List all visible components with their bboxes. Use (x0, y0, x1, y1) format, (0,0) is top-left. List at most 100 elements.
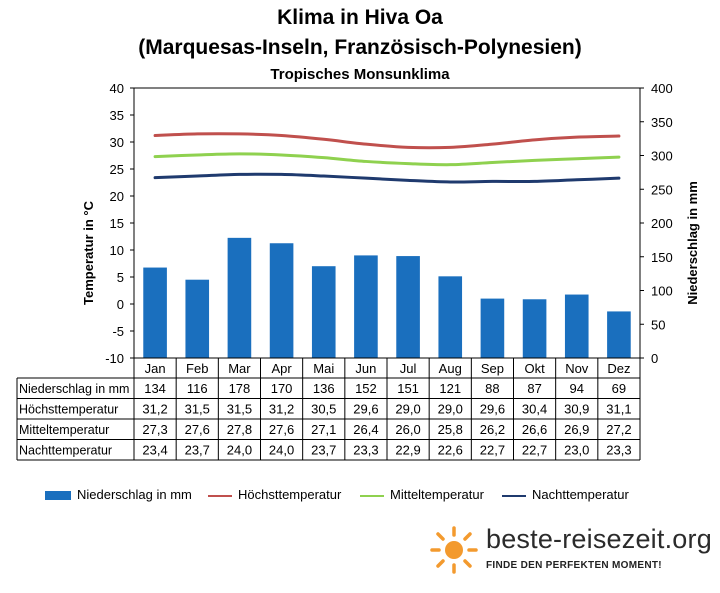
table-cell: 31,5 (227, 402, 252, 417)
y-left-tick-label: -10 (105, 351, 124, 366)
table-cell: 31,2 (269, 402, 294, 417)
table-cell: 88 (485, 381, 499, 396)
bar-niederschlag (227, 237, 252, 358)
plot-frame (133, 87, 641, 359)
x-tick-label: Jan (145, 361, 166, 376)
table-cell: 27,1 (311, 422, 336, 437)
table-cell: 116 (187, 381, 208, 396)
legend-swatch-line (208, 494, 232, 497)
line-h-chsttemperatur (153, 132, 621, 150)
y-right-tick-label: 400 (651, 81, 673, 96)
bar-niederschlag (185, 279, 210, 358)
bar-niederschlag (354, 255, 378, 358)
table-cell: 22,6 (438, 443, 463, 458)
climate-chart: 4035302520151050-5-104003503002502001501… (16, 81, 700, 461)
table-cell: 27,3 (142, 422, 167, 437)
table-cell: 27,8 (227, 422, 252, 437)
bar-niederschlag (396, 256, 420, 358)
y-left-tick-label: 35 (110, 108, 124, 123)
table-cell: 22,9 (395, 443, 420, 458)
y-right-tick-label: 200 (651, 216, 673, 231)
bar-niederschlag (311, 266, 336, 358)
bar-niederschlag (522, 299, 547, 358)
y-left-tick-label: -5 (112, 324, 124, 339)
legend-label: Höchsttemperatur (238, 487, 342, 502)
table-cell: 30,4 (522, 402, 547, 417)
table-row-label: Höchsttemperatur (19, 403, 118, 417)
site-logo[interactable]: beste-reisezeit.org FINDE DEN PERFEKTEN … (428, 522, 718, 584)
table-cell: 29,0 (438, 402, 463, 417)
y-right-tick-label: 150 (651, 250, 673, 265)
table-cell: 27,6 (269, 422, 294, 437)
table-cell: 30,9 (564, 402, 589, 417)
y-right-tick-label: 100 (651, 284, 673, 299)
y-right-tick-label: 0 (651, 351, 658, 366)
legend-swatch-bar (45, 491, 71, 501)
table-cell: 27,2 (606, 422, 631, 437)
legend-item-nacht: Nachttemperatur (502, 487, 629, 502)
table-cell: 26,6 (522, 422, 547, 437)
bar-niederschlag (269, 243, 294, 358)
table-cell: 30,5 (311, 402, 336, 417)
table-cell: 27,6 (185, 422, 210, 437)
y-left-tick-label: 15 (110, 216, 124, 231)
x-tick-label: Mar (228, 361, 251, 376)
table-cell: 87 (527, 381, 541, 396)
table-cell: 23,7 (185, 443, 210, 458)
table-cell: 94 (570, 381, 584, 396)
legend-label: Niederschlag in mm (77, 487, 192, 502)
y-right-tick-label: 50 (651, 317, 665, 332)
climate-type: Tropisches Monsunklima (270, 66, 450, 83)
table-cell: 23,0 (564, 443, 589, 458)
table-cell: 151 (397, 381, 419, 396)
y-left-axis-title: Temperatur in °C (81, 200, 96, 305)
table-cell: 31,5 (185, 402, 210, 417)
table-cell: 136 (313, 381, 335, 396)
table-cell: 29,6 (480, 402, 505, 417)
legend-swatch-line (502, 494, 526, 497)
legend-swatch-line (360, 494, 384, 497)
x-tick-label: Sep (481, 361, 504, 376)
table-cell: 24,0 (269, 443, 294, 458)
x-tick-label: Dez (607, 361, 630, 376)
table-cell: 152 (355, 381, 377, 396)
legend-item-niederschlag: Niederschlag in mm (45, 487, 192, 502)
logo-tagline: FINDE DEN PERFEKTEN MOMENT! (486, 560, 662, 571)
line-mitteltemperatur (153, 152, 621, 167)
y-left-tick-label: 0 (117, 297, 124, 312)
table-cell: 26,2 (480, 422, 505, 437)
table-row-label: Nachttemperatur (19, 444, 112, 458)
y-right-tick-label: 350 (651, 115, 673, 130)
bar-niederschlag (607, 311, 631, 358)
table-cell: 170 (271, 381, 293, 396)
legend-item-hoechst: Höchsttemperatur (208, 487, 341, 502)
y-left-tick-label: 25 (110, 162, 124, 177)
y-right-axis-title: Niederschlag in mm (685, 181, 700, 305)
table-cell: 23,3 (606, 443, 631, 458)
y-left-tick-label: 10 (110, 243, 124, 258)
x-tick-label: Aug (439, 361, 462, 376)
table-row-label: Niederschlag in mm (19, 382, 129, 396)
x-tick-label: Nov (565, 361, 589, 376)
table-row-label: Mitteltemperatur (19, 423, 109, 437)
bar-niederschlag (438, 276, 463, 358)
table-cell: 23,7 (311, 443, 336, 458)
chart-subtitle: (Marquesas-Inseln, Französisch-Polynesie… (138, 36, 582, 59)
y-right-tick-label: 250 (651, 182, 673, 197)
x-tick-label: Feb (186, 361, 208, 376)
chart-legend: Niederschlag in mm Höchsttemperatur Mitt… (0, 487, 720, 507)
logo-name: beste-reisezeit.org (486, 524, 712, 554)
y-left-tick-label: 40 (110, 81, 124, 96)
legend-label: Nachttemperatur (532, 487, 629, 502)
table-cell: 22,7 (522, 443, 547, 458)
table-cell: 22,7 (480, 443, 505, 458)
table-cell: 29,0 (395, 402, 420, 417)
legend-label: Mitteltemperatur (390, 487, 484, 502)
x-tick-label: Mai (313, 361, 334, 376)
table-cell: 31,2 (142, 402, 167, 417)
table-cell: 26,0 (395, 422, 420, 437)
y-left-tick-label: 5 (117, 270, 124, 285)
sun-icon (430, 526, 478, 574)
x-tick-label: Jun (355, 361, 376, 376)
table-cell: 69 (612, 381, 626, 396)
